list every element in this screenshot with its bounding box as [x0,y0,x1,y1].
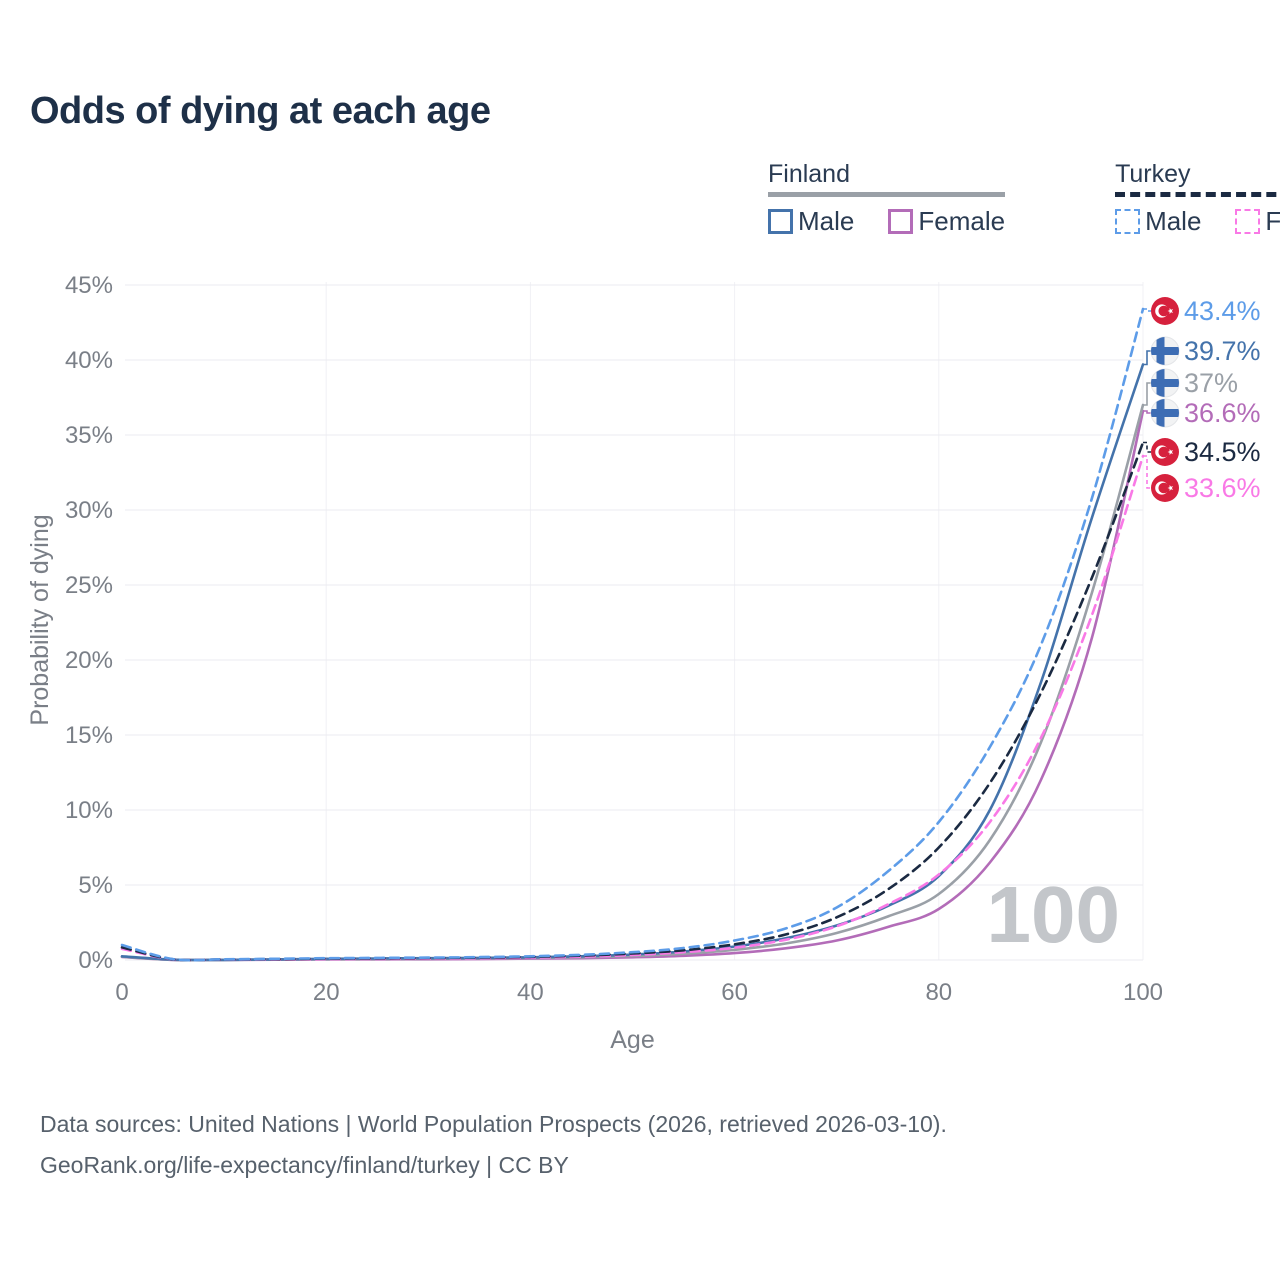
turkey-male-checkbox-icon [1115,209,1141,234]
y-tick-label: 15% [65,722,113,749]
y-tick-label: 20% [65,647,113,674]
legend-item-finland-male[interactable]: Male [768,206,854,237]
legend-group-finland: Finland Male Female [768,160,1006,237]
end-value-label: 34.5% [1184,437,1261,467]
y-tick-label: 10% [65,797,113,824]
series-line-turkey-male [120,307,1145,962]
y-axis-title: Probability of dying [26,514,54,725]
chart-footer: Data sources: United Nations | World Pop… [40,1104,947,1186]
legend-item-label: Female [1265,206,1280,236]
label-leader-line [1143,410,1151,414]
flag-crescent-inner [1158,446,1170,458]
flag-crescent-inner [1158,305,1170,317]
flag-cross-horizontal [1151,409,1179,417]
label-leader-line [1143,441,1151,453]
page-title: Odds of dying at each age [30,90,491,132]
y-tick-label: 5% [78,872,113,899]
legend-item-label: Male [798,206,855,236]
legend-item-turkey-female[interactable]: Female [1235,206,1280,237]
source-url-line: GeoRank.org/life-expectancy/finland/turk… [40,1152,569,1178]
age-watermark: 100 [987,870,1120,959]
label-leader-line [1143,455,1151,489]
end-value-label: 43.4% [1184,296,1261,326]
finland-flag-icon [1150,368,1180,398]
y-tick-label: 35% [65,422,113,449]
finland-female-checkbox-icon [888,209,914,234]
legend-item-finland-female[interactable]: Female [888,206,1005,237]
legend-item-turkey-male[interactable]: Male [1115,206,1201,237]
flag-cross-vertical [1156,399,1165,427]
y-tick-label: 0% [78,947,113,974]
flag-cross-horizontal [1151,347,1179,355]
turkey-total-line-swatch [1115,192,1280,197]
label-leader-line [1143,350,1151,366]
x-tick-label: 100 [1123,979,1163,1006]
flag-star [1167,308,1174,314]
flag-cross-vertical [1156,369,1165,397]
finland-flag-icon [1150,336,1180,366]
legend-item-label: Male [1145,206,1202,236]
legend-item-label: Female [918,206,1006,236]
turkey-flag-icon [1151,474,1179,502]
x-tick-label: 0 [115,979,128,1006]
legend-group-turkey: Turkey Male Female [1115,160,1280,237]
y-tick-label: 30% [65,497,113,524]
flag-star [1167,449,1174,455]
flag-cross-horizontal [1151,379,1179,387]
turkey-flag-icon [1151,438,1179,466]
y-tick-label: 25% [65,572,113,599]
y-tick-label: 40% [65,347,113,374]
finland-male-checkbox-icon [768,209,793,234]
turkey-flag-icon [1151,297,1179,325]
data-sources-line: Data sources: United Nations | World Pop… [40,1111,947,1137]
chart-legend: Finland Male Female Turkey Male Female [768,160,1280,237]
end-value-label: 39.7% [1184,336,1261,366]
x-tick-label: 40 [517,979,544,1006]
finland-flag-icon [1150,398,1180,428]
end-value-label: 36.6% [1184,398,1261,428]
flag-star [1167,485,1174,491]
legend-country-turkey: Turkey [1115,160,1191,188]
x-tick-label: 80 [925,979,952,1006]
y-tick-label: 45% [65,272,113,299]
x-tick-label: 20 [313,979,340,1006]
finland-total-line-swatch [768,192,1006,197]
end-value-label: 33.6% [1184,473,1261,503]
x-tick-label: 60 [721,979,748,1006]
label-leader-line [1143,308,1151,312]
label-leader-line [1143,382,1151,406]
end-value-label: 37% [1184,368,1238,398]
legend-country-finland: Finland [768,160,850,188]
turkey-female-checkbox-icon [1235,209,1261,234]
x-axis-title: Age [610,1026,654,1054]
flag-cross-vertical [1156,337,1165,365]
flag-crescent-inner [1158,482,1170,494]
